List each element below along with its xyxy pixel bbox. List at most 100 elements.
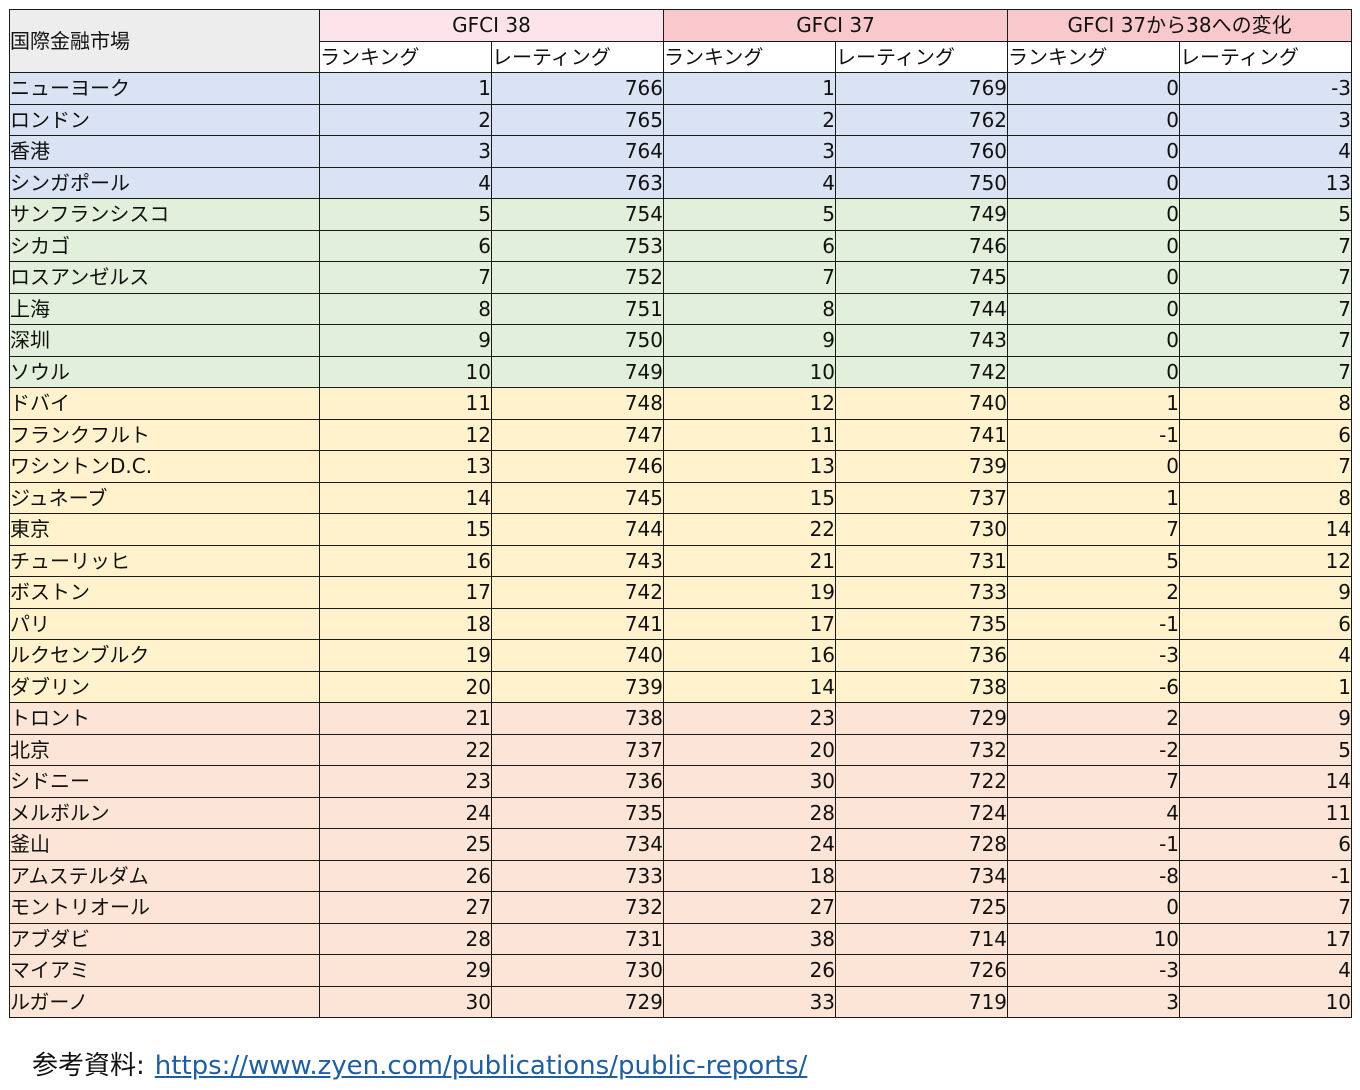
market-name-cell: ボストン: [9, 576, 320, 609]
table-row: シンガポール 4 763 4 750 0 13: [9, 166, 1353, 199]
gfci38-ranking-cell: 28: [319, 922, 492, 955]
change-rating-cell: 7: [1179, 324, 1353, 357]
change-ranking-cell: 2: [1007, 576, 1181, 609]
gfci37-rating-cell: 725: [835, 891, 1009, 924]
gfci38-rating-cell: 741: [490, 607, 665, 640]
gfci-ranking-table: 国際金融市場 GFCI 38 GFCI 37 GFCI 37から38への変化 ラ…: [9, 9, 1353, 1018]
gfci38-rating-cell: 766: [490, 72, 665, 105]
gfci37-rating-cell: 722: [835, 765, 1009, 798]
change-ranking-cell: -6: [1007, 670, 1181, 703]
change-ranking-cell: -1: [1007, 418, 1181, 451]
gfci38-ranking-cell: 4: [319, 166, 492, 199]
change-ranking-cell: 3: [1007, 985, 1181, 1018]
change-rating-cell: 6: [1179, 607, 1353, 640]
gfci37-rating-cell: 737: [835, 481, 1009, 514]
change-rating-cell: 3: [1179, 103, 1353, 136]
table-row: ワシントンD.C. 13 746 13 739 0 7: [9, 450, 1353, 483]
gfci37-rating-cell: 726: [835, 954, 1009, 987]
change-rating-cell: 6: [1179, 418, 1353, 451]
source-link[interactable]: https://www.zyen.com/publications/public…: [154, 1051, 808, 1081]
gfci38-rating-cell: 764: [490, 135, 665, 168]
gfci38-ranking-cell: 5: [319, 198, 492, 231]
gfci37-ranking-cell: 17: [663, 607, 837, 640]
gfci37-ranking-cell: 24: [663, 828, 837, 861]
change-ranking-cell: 0: [1007, 292, 1181, 325]
table-row: ドバイ 11 748 12 740 1 8: [9, 387, 1353, 420]
change-ranking-cell: 0: [1007, 450, 1181, 483]
change-group-header: GFCI 37から38への変化: [1007, 9, 1353, 42]
change-rating-cell: -1: [1179, 859, 1353, 892]
change-rating-cell: 7: [1179, 261, 1353, 294]
table-row: アブダビ 28 731 38 714 10 17: [9, 922, 1353, 955]
change-rating-cell: 7: [1179, 891, 1353, 924]
table-row: 釜山 25 734 24 728 -1 6: [9, 828, 1353, 861]
gfci37-rating-cell: 733: [835, 576, 1009, 609]
gfci37-ranking-cell: 30: [663, 765, 837, 798]
gfci37-rating-cell: 728: [835, 828, 1009, 861]
gfci38-rating-cell: 746: [490, 450, 665, 483]
gfci37-rating-cell: 724: [835, 796, 1009, 829]
market-name-cell: ロンドン: [9, 103, 320, 136]
gfci38-ranking-cell: 25: [319, 828, 492, 861]
gfci38-ranking-cell: 7: [319, 261, 492, 294]
gfci37-ranking-cell: 3: [663, 135, 837, 168]
gfci37-ranking-cell: 6: [663, 229, 837, 262]
gfci38-ranking-cell: 15: [319, 513, 492, 546]
market-name-cell: 深圳: [9, 324, 320, 357]
market-name-cell: モントリオール: [9, 891, 320, 924]
gfci37-rating-cell: 735: [835, 607, 1009, 640]
market-name-cell: 東京: [9, 513, 320, 546]
change-rating-cell: 12: [1179, 544, 1353, 577]
change-rating-cell: 7: [1179, 355, 1353, 388]
gfci38-ranking-header: ランキング: [319, 40, 492, 73]
gfci38-rating-header: レーティング: [490, 40, 665, 73]
market-name-cell: ジュネーブ: [9, 481, 320, 514]
gfci38-rating-cell: 752: [490, 261, 665, 294]
gfci38-ranking-cell: 6: [319, 229, 492, 262]
market-name-cell: ニューヨーク: [9, 72, 320, 105]
gfci37-rating-cell: 731: [835, 544, 1009, 577]
market-name-cell: アムステルダム: [9, 859, 320, 892]
gfci37-rating-cell: 714: [835, 922, 1009, 955]
gfci38-rating-cell: 754: [490, 198, 665, 231]
change-ranking-cell: -8: [1007, 859, 1181, 892]
change-rating-cell: 5: [1179, 733, 1353, 766]
gfci38-ranking-cell: 11: [319, 387, 492, 420]
change-rating-cell: 17: [1179, 922, 1353, 955]
table-row: サンフランシスコ 5 754 5 749 0 5: [9, 198, 1353, 231]
gfci37-rating-cell: 750: [835, 166, 1009, 199]
change-ranking-cell: 2: [1007, 702, 1181, 735]
change-rating-cell: 1: [1179, 670, 1353, 703]
change-ranking-cell: 4: [1007, 796, 1181, 829]
gfci37-ranking-cell: 19: [663, 576, 837, 609]
gfci37-rating-cell: 740: [835, 387, 1009, 420]
change-ranking-cell: 0: [1007, 135, 1181, 168]
group-header-row: 国際金融市場 GFCI 38 GFCI 37 GFCI 37から38への変化: [9, 9, 1353, 73]
market-name-cell: マイアミ: [9, 954, 320, 987]
gfci37-ranking-cell: 5: [663, 198, 837, 231]
gfci38-ranking-cell: 19: [319, 639, 492, 672]
table-row: ボストン 17 742 19 733 2 9: [9, 576, 1353, 609]
gfci38-rating-cell: 753: [490, 229, 665, 262]
market-name-cell: シドニー: [9, 765, 320, 798]
change-ranking-cell: 0: [1007, 324, 1181, 357]
change-ranking-cell: 0: [1007, 229, 1181, 262]
table-row: アムステルダム 26 733 18 734 -8 -1: [9, 859, 1353, 892]
change-ranking-header: ランキング: [1007, 40, 1181, 73]
change-ranking-cell: -1: [1007, 607, 1181, 640]
table-row: ロンドン 2 765 2 762 0 3: [9, 103, 1353, 136]
table-row: 北京 22 737 20 732 -2 5: [9, 733, 1353, 766]
gfci38-ranking-cell: 29: [319, 954, 492, 987]
change-rating-cell: 8: [1179, 387, 1353, 420]
gfci38-rating-cell: 763: [490, 166, 665, 199]
gfci38-rating-cell: 733: [490, 859, 665, 892]
gfci37-rating-cell: 732: [835, 733, 1009, 766]
gfci37-ranking-cell: 33: [663, 985, 837, 1018]
change-ranking-cell: 1: [1007, 387, 1181, 420]
gfci38-rating-cell: 739: [490, 670, 665, 703]
table-row: 東京 15 744 22 730 7 14: [9, 513, 1353, 546]
sub-header-row: ランキング レーティング ランキング レーティング ランキング レーティング: [10, 40, 1353, 73]
change-rating-cell: 14: [1179, 513, 1353, 546]
gfci37-rating-cell: 762: [835, 103, 1009, 136]
gfci37-rating-cell: 719: [835, 985, 1009, 1018]
